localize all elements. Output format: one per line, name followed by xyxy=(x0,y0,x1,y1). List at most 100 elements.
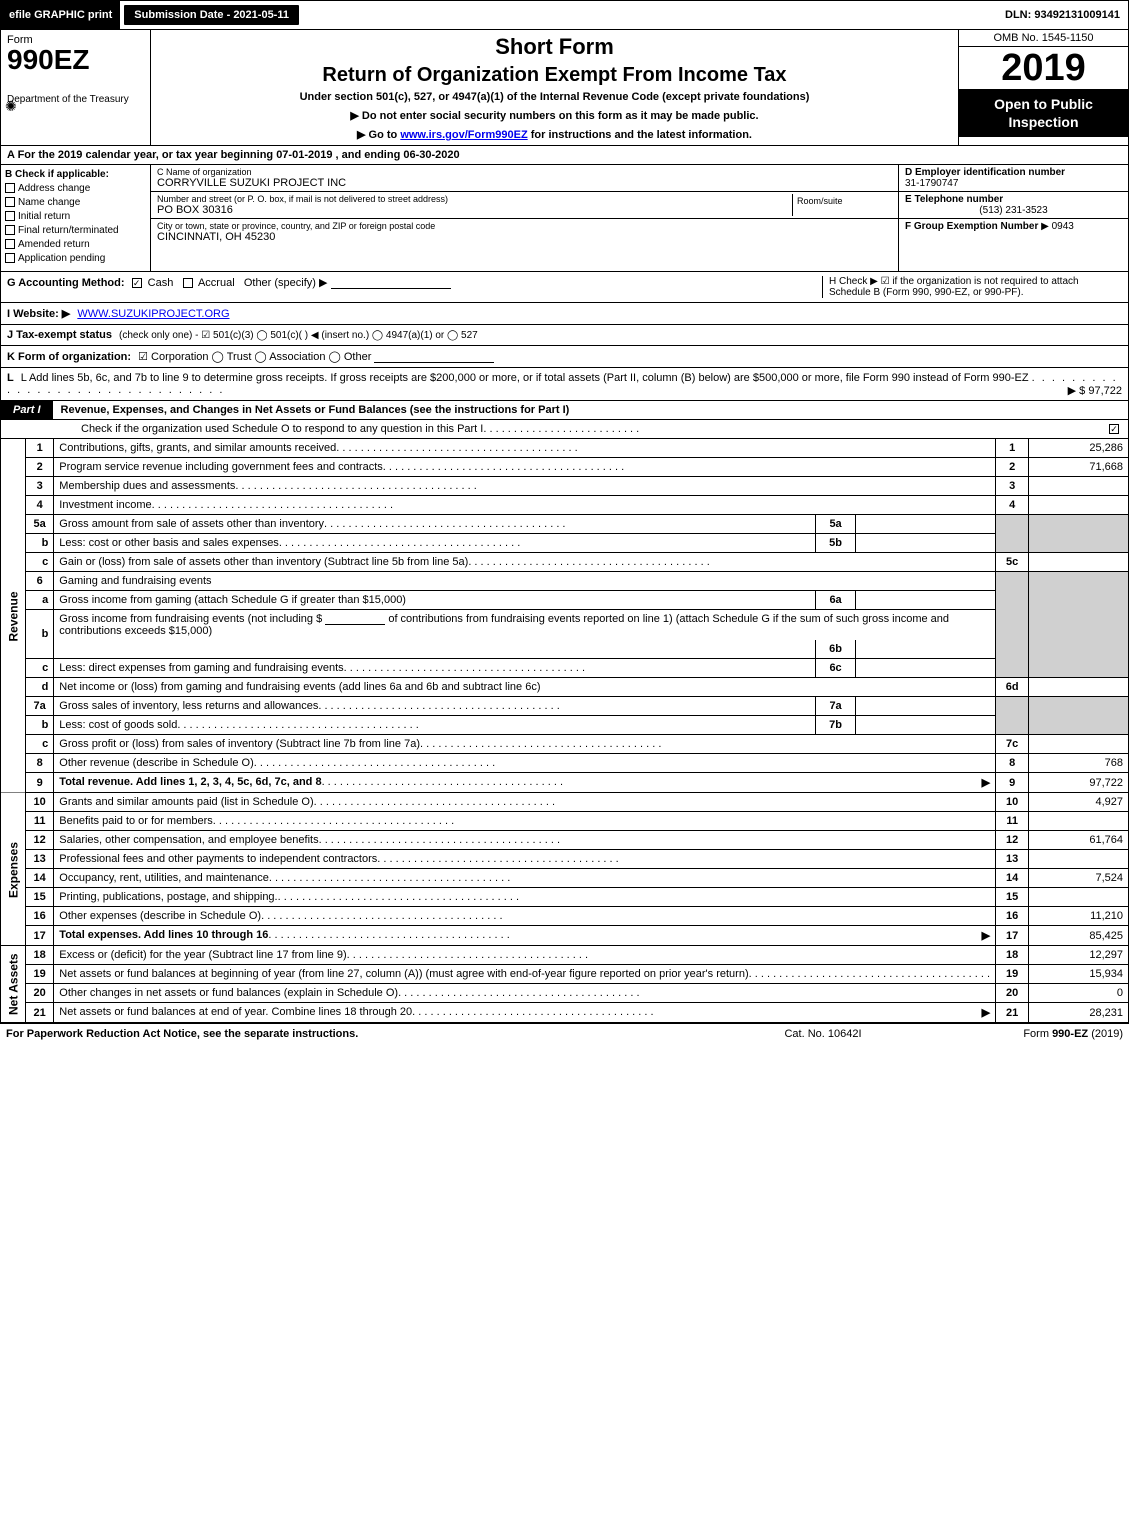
check-application-pending[interactable] xyxy=(5,253,15,263)
J-detail: (check only one) - ☑ 501(c)(3) ◯ 501(c)(… xyxy=(119,330,478,341)
line-6c-inner-val xyxy=(856,659,996,678)
check-final-return[interactable] xyxy=(5,225,15,235)
check-name-change[interactable] xyxy=(5,197,15,207)
line-20-val: 0 xyxy=(1029,984,1129,1003)
form-header: Form 990EZ ✺ Department of the Treasury … xyxy=(0,30,1129,146)
line-10-num: 10 xyxy=(26,793,54,812)
line-11-col: 11 xyxy=(996,812,1029,831)
check-amended-return[interactable] xyxy=(5,239,15,249)
line-1-row: Revenue 1 Contributions, gifts, grants, … xyxy=(1,439,1129,458)
line-8-desc: Other revenue (describe in Schedule O) xyxy=(59,757,253,769)
other-specify-input[interactable] xyxy=(331,277,451,289)
line-11-desc: Benefits paid to or for members xyxy=(59,815,212,827)
line-7a-desc: Gross sales of inventory, less returns a… xyxy=(59,700,318,712)
part-1-sub-label: Check if the organization used Schedule … xyxy=(81,423,483,435)
line-16-val: 11,210 xyxy=(1029,907,1129,926)
line-16-num: 16 xyxy=(26,907,54,926)
line-16-row: 16 Other expenses (describe in Schedule … xyxy=(1,907,1129,926)
city-label: City or town, state or province, country… xyxy=(157,221,892,231)
line-6d-desc: Net income or (loss) from gaming and fun… xyxy=(59,681,540,693)
line-9-desc: Total revenue. Add lines 1, 2, 3, 4, 5c,… xyxy=(59,776,321,789)
line-15-desc: Printing, publications, postage, and shi… xyxy=(59,891,277,903)
line-7ab-grey xyxy=(996,697,1029,735)
line-6b-row1: b Gross income from fundraising events (… xyxy=(1,610,1129,641)
line-17-arrow-icon: ▶ xyxy=(982,929,990,942)
line-12-desc: Salaries, other compensation, and employ… xyxy=(59,834,318,846)
line-6b-inner: 6b xyxy=(816,640,856,659)
goto-link[interactable]: www.irs.gov/Form990EZ xyxy=(400,129,527,141)
check-application-pending-label: Application pending xyxy=(18,253,105,264)
line-21-row: 21 Net assets or fund balances at end of… xyxy=(1,1003,1129,1023)
line-6d-val xyxy=(1029,678,1129,697)
check-initial-return[interactable] xyxy=(5,211,15,221)
line-6a-row: a Gross income from gaming (attach Sched… xyxy=(1,591,1129,610)
line-7a-row: 7a Gross sales of inventory, less return… xyxy=(1,697,1129,716)
section-I: I Website: ▶ WWW.SUZUKIPROJECT.ORG xyxy=(7,307,1122,320)
line-19-val: 15,934 xyxy=(1029,965,1129,984)
website-link[interactable]: WWW.SUZUKIPROJECT.ORG xyxy=(77,308,229,320)
efile-print-button[interactable]: efile GRAPHIC print xyxy=(1,1,120,29)
K-other-input[interactable] xyxy=(374,351,494,363)
line-15-num: 15 xyxy=(26,888,54,907)
line-9-num: 9 xyxy=(26,773,54,793)
line-6a-desc: Gross income from gaming (attach Schedul… xyxy=(59,594,406,606)
line-7a-inner-val xyxy=(856,697,996,716)
line-21-col: 21 xyxy=(996,1003,1029,1023)
line-7a-num: 7a xyxy=(26,697,54,716)
line-5c-num: c xyxy=(26,553,54,572)
top-bar: efile GRAPHIC print Submission Date - 20… xyxy=(0,0,1129,30)
header-center: Short Form Return of Organization Exempt… xyxy=(151,30,958,145)
line-6b-amount-input[interactable] xyxy=(325,613,385,625)
line-7b-num: b xyxy=(26,716,54,735)
line-11-row: 11 Benefits paid to or for members 11 xyxy=(1,812,1129,831)
section-H: H Check ▶ ☑ if the organization is not r… xyxy=(822,276,1122,298)
line-5c-row: c Gain or (loss) from sale of assets oth… xyxy=(1,553,1129,572)
line-7c-val xyxy=(1029,735,1129,754)
line-6-num: 6 xyxy=(26,572,54,591)
line-18-num: 18 xyxy=(26,946,54,965)
line-7b-inner: 7b xyxy=(816,716,856,735)
line-5a-inner-val xyxy=(856,515,996,534)
check-accrual[interactable] xyxy=(183,278,193,288)
under-section-text: Under section 501(c), 527, or 4947(a)(1)… xyxy=(161,91,948,103)
entity-block: B Check if applicable: Address change Na… xyxy=(0,165,1129,272)
form-number: 990EZ xyxy=(7,46,144,74)
line-12-num: 12 xyxy=(26,831,54,850)
line-11-num: 11 xyxy=(26,812,54,831)
line-14-col: 14 xyxy=(996,869,1029,888)
line-6c-row: c Less: direct expenses from gaming and … xyxy=(1,659,1129,678)
line-6c-inner: 6c xyxy=(816,659,856,678)
L-text: L Add lines 5b, 6c, and 7b to line 9 to … xyxy=(21,372,1029,384)
ssn-warning: ▶ Do not enter social security numbers o… xyxy=(161,109,948,122)
submission-date-badge: Submission Date - 2021-05-11 xyxy=(122,3,301,27)
line-11-val xyxy=(1029,812,1129,831)
line-13-desc: Professional fees and other payments to … xyxy=(59,853,377,865)
check-cash[interactable]: ✓ xyxy=(132,278,142,288)
ein-value: 31-1790747 xyxy=(905,178,1122,189)
line-20-col: 20 xyxy=(996,984,1029,1003)
group-exemption-label: F Group Exemption Number xyxy=(905,221,1038,232)
street-label: Number and street (or P. O. box, if mail… xyxy=(157,194,792,204)
mid-section: G Accounting Method: ✓ Cash Accrual Othe… xyxy=(0,272,1129,368)
part-1-table: Revenue 1 Contributions, gifts, grants, … xyxy=(0,439,1129,1023)
part-1-subtext: Check if the organization used Schedule … xyxy=(0,420,1129,439)
line-6c-num: c xyxy=(26,659,54,678)
line-17-row: 17 Total expenses. Add lines 10 through … xyxy=(1,926,1129,946)
line-4-num: 4 xyxy=(26,496,54,515)
line-14-row: 14 Occupancy, rent, utilities, and maint… xyxy=(1,869,1129,888)
check-address-change[interactable] xyxy=(5,183,15,193)
line-9-col: 9 xyxy=(996,773,1029,793)
goto-instructions: ▶ Go to www.irs.gov/Form990EZ for instru… xyxy=(161,128,948,141)
city-value: CINCINNATI, OH 45230 xyxy=(157,231,892,243)
line-18-col: 18 xyxy=(996,946,1029,965)
line-2-desc: Program service revenue including govern… xyxy=(59,461,382,473)
check-final-return-label: Final return/terminated xyxy=(18,225,119,236)
open-public-badge: Open to Public Inspection xyxy=(959,89,1128,137)
J-label: J Tax-exempt status xyxy=(7,329,112,341)
line-12-col: 12 xyxy=(996,831,1029,850)
line-16-desc: Other expenses (describe in Schedule O) xyxy=(59,910,261,922)
H-text: H Check ▶ ☑ if the organization is not r… xyxy=(829,276,1079,298)
goto-prefix: ▶ Go to xyxy=(357,129,400,141)
part-1-schedule-o-check[interactable]: ✓ xyxy=(1109,424,1119,434)
line-10-val: 4,927 xyxy=(1029,793,1129,812)
